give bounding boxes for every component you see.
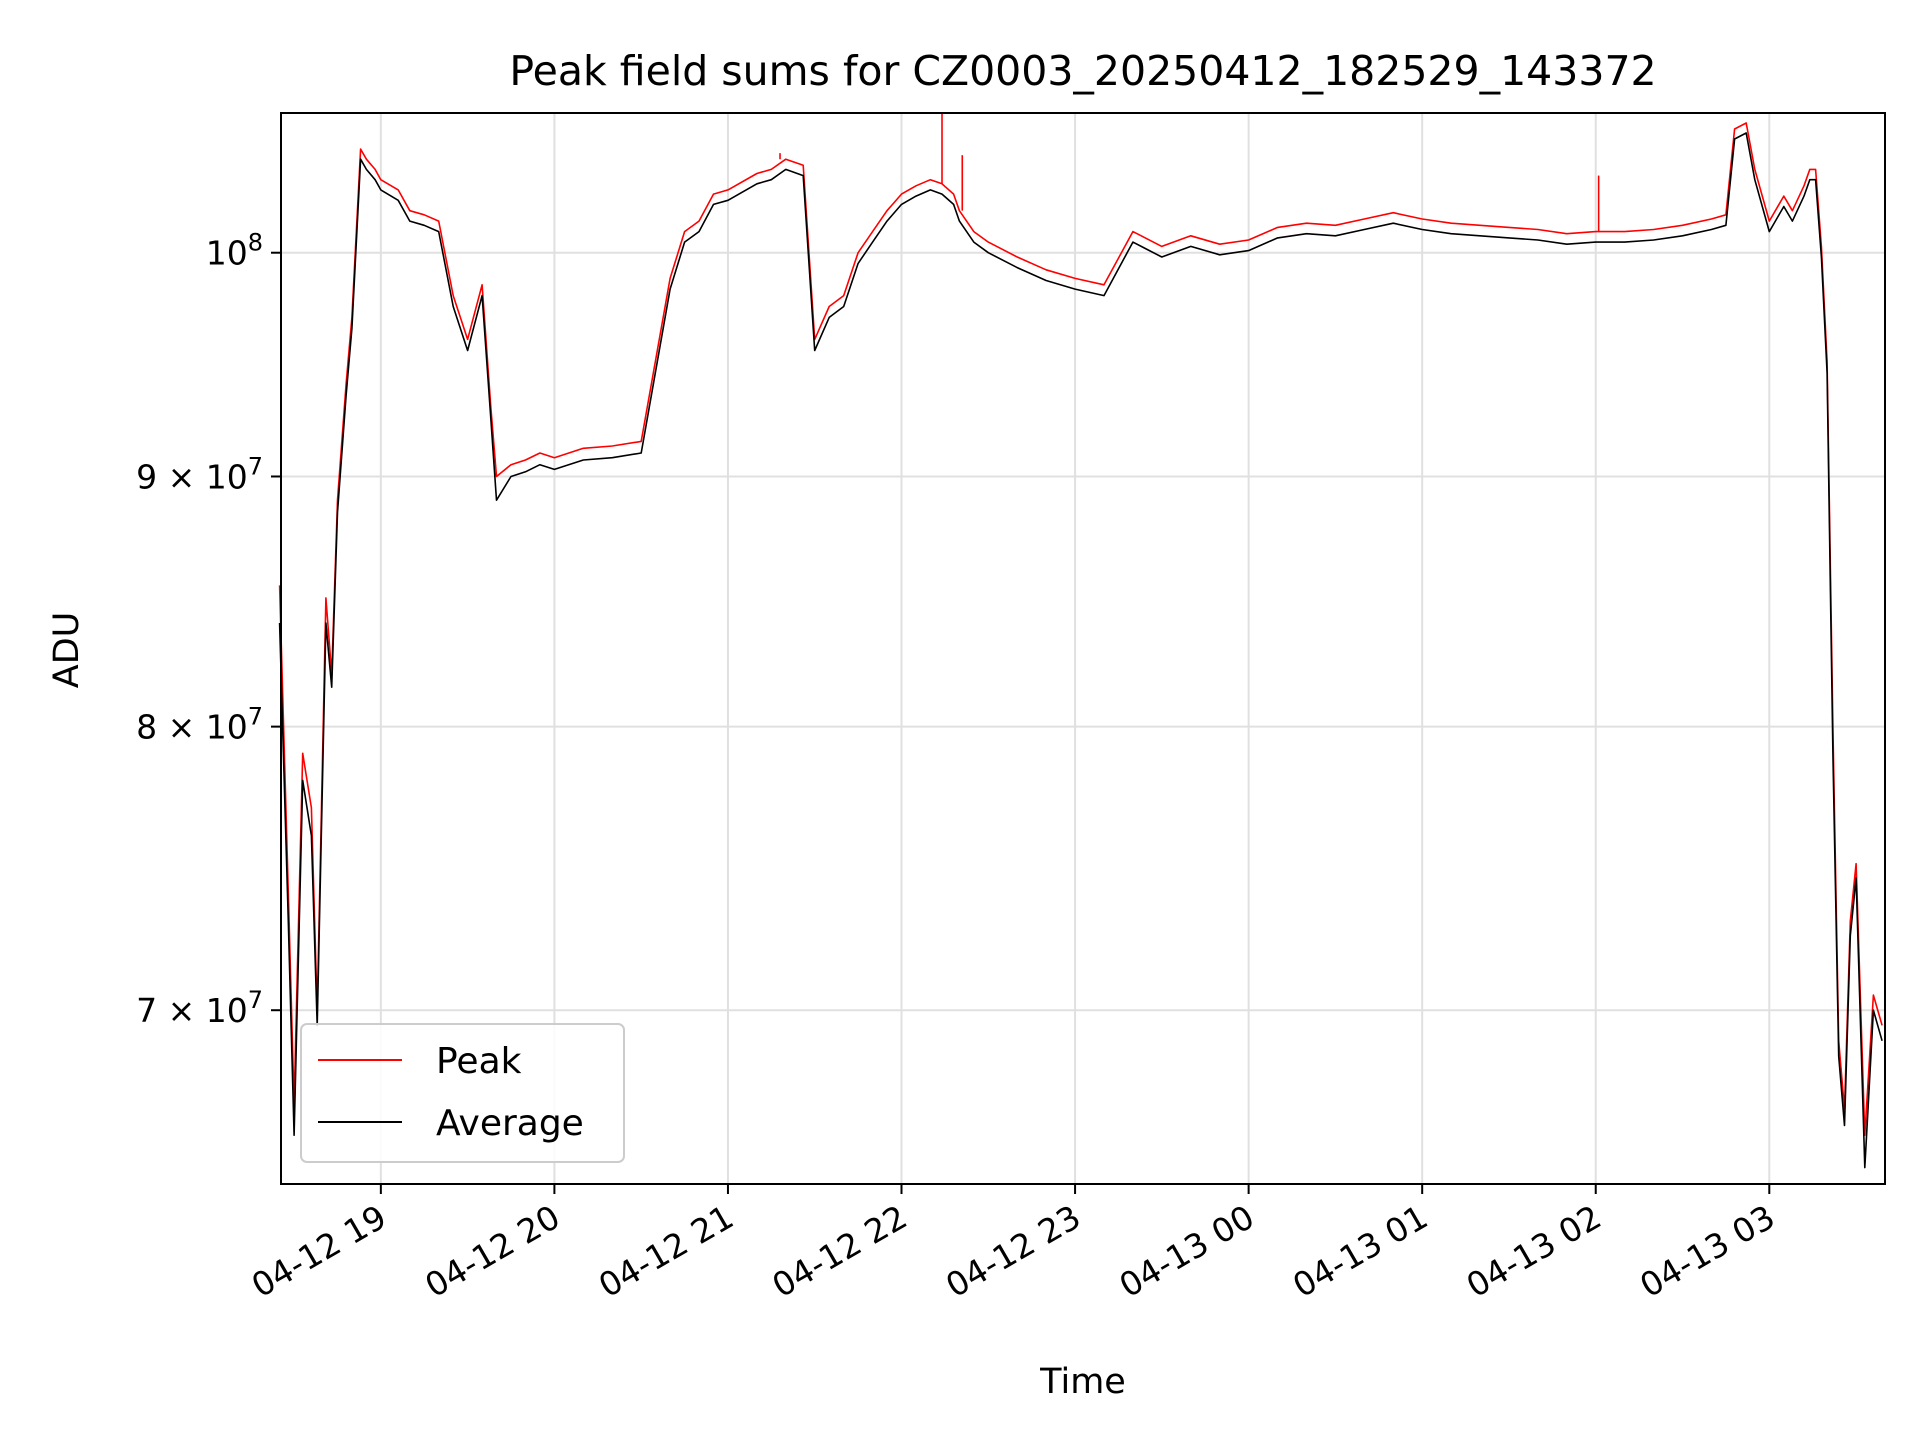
- x-tick-label: 04-12 23: [939, 1197, 1087, 1305]
- series-line-average: [278, 132, 1883, 1169]
- series-line-peak: [278, 122, 1883, 1136]
- series-layer: [278, 113, 1883, 1169]
- x-tick-label: 04-13 02: [1460, 1197, 1608, 1305]
- legend-label-peak: Peak: [436, 1041, 522, 1082]
- plot-area-frame: [280, 112, 1886, 1185]
- y-tick-label: 9 × 107: [136, 452, 263, 496]
- legend: Peak Average: [300, 1023, 625, 1163]
- x-tick-label: 04-12 19: [245, 1197, 393, 1305]
- x-tick-label: 04-13 00: [1113, 1197, 1261, 1305]
- x-tick-label: 04-12 21: [592, 1197, 740, 1305]
- x-axis-label: Time: [1039, 1362, 1126, 1402]
- y-axis: 108 9 × 107 8 × 107 7 × 107: [136, 229, 281, 1030]
- chart-title: Peak field sums for CZ0003_20250412_1825…: [509, 47, 1656, 95]
- y-axis-label: ADU: [47, 612, 87, 689]
- y-tick-label: 108: [206, 229, 263, 273]
- x-tick-label: 04-13 01: [1286, 1197, 1434, 1305]
- x-tick-label: 04-13 03: [1633, 1197, 1781, 1305]
- x-axis: 04-12 19 04-12 20 04-12 21 04-12 22 04-12 23…: [245, 1184, 1781, 1305]
- x-tick-label: 04-12 22: [766, 1197, 914, 1305]
- y-tick-label: 7 × 107: [136, 986, 263, 1030]
- grid: [281, 113, 1885, 1184]
- legend-label-average: Average: [436, 1103, 584, 1144]
- x-tick-label: 04-12 20: [418, 1197, 566, 1305]
- y-tick-label: 8 × 107: [136, 703, 263, 747]
- legend-box: [300, 1023, 625, 1163]
